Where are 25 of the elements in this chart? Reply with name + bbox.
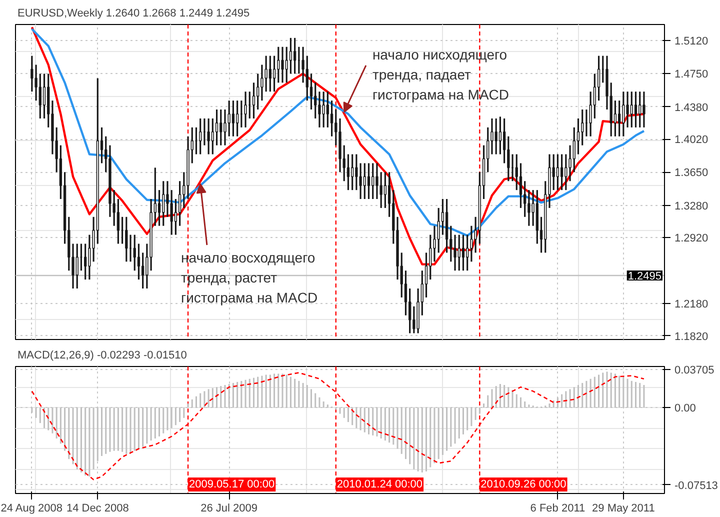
x-tick-label: 6 Feb 2011 xyxy=(530,502,586,514)
ref-line-label: 1.2495 xyxy=(628,270,662,283)
y-tick-label: 1.5120 xyxy=(674,36,708,48)
x-tick-label: 24 Aug 2008 xyxy=(0,502,63,514)
chart-title: MACD(12,26,9) -0.02293 -0.01510 xyxy=(18,350,187,362)
ref-line-label: 2010.01.24 00:00 xyxy=(336,478,423,490)
y-tick-label: 0.00 xyxy=(674,402,696,415)
y-tick-label: 1.4750 xyxy=(674,68,708,81)
x-tick-label: 29 May 2011 xyxy=(592,502,655,514)
y-tick-label: 1.4020 xyxy=(674,134,708,146)
x-tick-label: 14 Dec 2008 xyxy=(66,502,129,514)
y-tick-label: 1.3280 xyxy=(674,200,708,212)
y-tick-label: -0.07513 xyxy=(674,480,718,492)
y-tick-label: 1.4380 xyxy=(674,102,708,114)
y-tick-label: 1.1820 xyxy=(674,330,708,343)
annotation: начало восходящего тренда, растет гистограма на MACD xyxy=(180,250,318,306)
ref-line-label: 2009.05.17 00:00 xyxy=(189,478,275,490)
y-tick-label: 0.03705 xyxy=(674,364,714,377)
y-tick-label: 1.3650 xyxy=(674,167,708,180)
x-tick-label: 26 Jul 2009 xyxy=(200,502,258,514)
annotation: начало нисходящего тренда, падает гистограма на MACD xyxy=(372,46,510,103)
ref-line-label: 2010.09.26 00:00 xyxy=(480,478,566,490)
chart-title: EURUSD,Weekly 1.2640 1.2668 1.2449 1.2495 xyxy=(18,8,250,20)
y-tick-label: 1.2920 xyxy=(674,232,708,244)
y-tick-label: 1.2180 xyxy=(674,298,708,311)
